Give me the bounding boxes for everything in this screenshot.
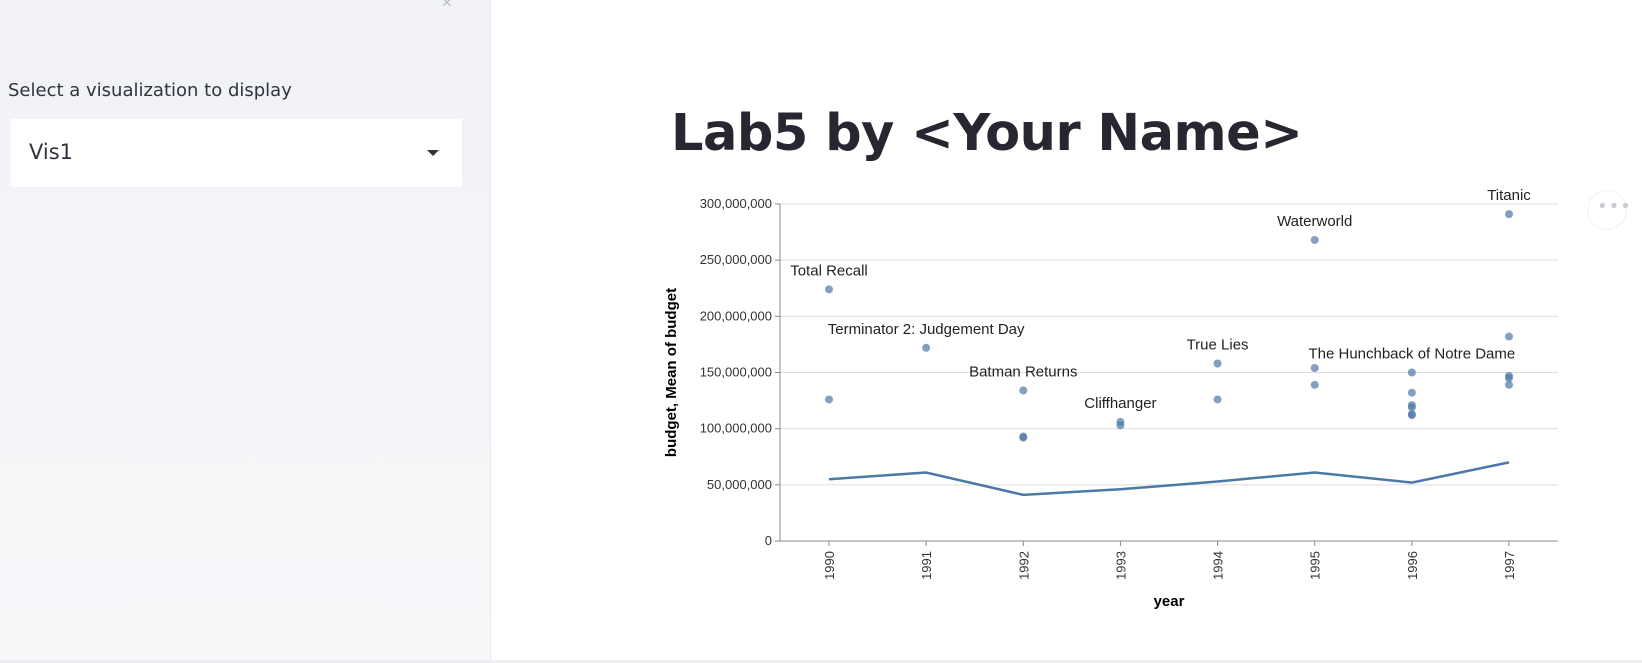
x-tick-label: 1996 [1405, 551, 1420, 580]
mean-budget-line [828, 461, 1510, 497]
y-tick-label: 50,000,000 [707, 477, 772, 492]
y-tick-label: 250,000,000 [700, 252, 772, 267]
select-value: Vis1 [29, 140, 74, 164]
x-tick-label: 1991 [919, 551, 934, 580]
axis-layer: 0 50,000,000 100,000,000 150,000,000 200,000… [663, 196, 1558, 610]
chart-actions-button[interactable]: ••• [1587, 190, 1631, 230]
data-point [1505, 210, 1513, 219]
data-point [922, 343, 931, 352]
data-point [825, 395, 833, 404]
collapse-icon[interactable]: ✕ [441, 0, 453, 10]
page-title: Lab5 by <Your Name> [671, 104, 1303, 163]
visualization-select[interactable]: Vis1 [11, 119, 462, 187]
x-tick-label: 1994 [1211, 551, 1226, 580]
x-tick-label: 1995 [1308, 551, 1323, 580]
x-tick-label: 1990 [822, 551, 837, 580]
y-tick-label: 200,000,000 [700, 308, 772, 323]
bottom-edge [0, 660, 1642, 663]
data-point [1407, 411, 1416, 420]
labels-layer: Total Recall Terminator 2: Judgement Day B… [790, 187, 1531, 412]
movie-label: Cliffhanger [1084, 395, 1156, 412]
main-content: Lab5 by <Your Name> 0 50,000,000 100,000,0… [491, 0, 1642, 663]
x-axis-title: year [1154, 593, 1185, 610]
y-tick-label: 150,000,000 [700, 365, 772, 380]
data-point [1213, 359, 1222, 368]
data-point [1310, 364, 1319, 373]
data-point [1505, 332, 1513, 341]
movie-label: Total Recall [790, 262, 868, 279]
x-tick-label: 1997 [1502, 551, 1517, 580]
data-point [1505, 374, 1513, 383]
chevron-down-icon[interactable] [427, 150, 439, 156]
grid-layer [780, 203, 1558, 486]
data-point [1505, 380, 1513, 389]
points-layer [825, 210, 1513, 442]
x-tick-label: 1993 [1113, 551, 1128, 580]
y-axis-title: budget, Mean of budget [663, 288, 680, 457]
movie-label: Titanic [1487, 187, 1531, 204]
movie-label: Waterworld [1277, 213, 1352, 230]
data-point [1019, 433, 1028, 442]
movie-label: Batman Returns [969, 363, 1077, 380]
data-point [1019, 386, 1028, 395]
data-point [1116, 421, 1125, 430]
select-label: Select a visualization to display [8, 80, 292, 101]
data-point [1407, 388, 1416, 397]
y-tick-label: 0 [765, 533, 772, 548]
data-point [1407, 403, 1416, 412]
movie-label: Terminator 2: Judgement Day [828, 321, 1025, 338]
data-point [1213, 395, 1222, 404]
movie-label: The Hunchback of Notre Dame [1308, 346, 1515, 363]
budget-chart: 0 50,000,000 100,000,000 150,000,000 200,000… [663, 187, 1558, 610]
movie-label: True Lies [1187, 337, 1249, 354]
data-point [825, 285, 833, 294]
data-point [1407, 368, 1416, 377]
data-point [1310, 380, 1319, 389]
sidebar: ✕ Select a visualization to display Vis1 [0, 0, 491, 663]
more-horizontal-icon: ••• [1597, 196, 1632, 217]
x-tick-label: 1992 [1016, 551, 1031, 580]
y-tick-label: 300,000,000 [700, 196, 772, 211]
y-tick-label: 100,000,000 [700, 421, 772, 436]
data-point [1310, 235, 1319, 244]
